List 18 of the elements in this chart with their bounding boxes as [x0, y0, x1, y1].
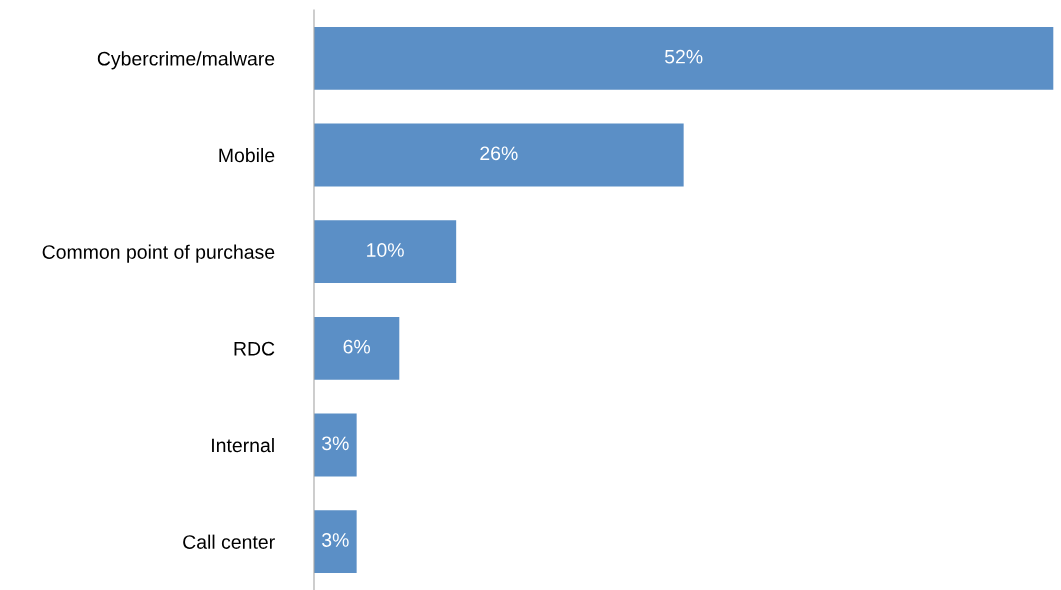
y-tick-label: Cybercrime/malware [97, 51, 275, 70]
data-label: 3% [322, 533, 349, 547]
bar [314, 316, 400, 380]
data-label: 10% [367, 243, 404, 257]
y-tick-label: RDC [234, 341, 275, 356]
y-tick-label: Mobile [219, 147, 275, 163]
y-tick-label: Call center [183, 534, 275, 549]
bar [314, 220, 457, 284]
y-tick-label: Common point of purchase [42, 244, 275, 263]
bar [314, 510, 357, 574]
data-label: 3% [322, 436, 349, 451]
y-tick-label: Internal [212, 437, 274, 453]
bar [314, 26, 1054, 90]
data-label: 26% [480, 146, 518, 161]
bar [314, 123, 684, 187]
data-label: 6% [343, 339, 371, 354]
bar [314, 413, 357, 477]
data-label: 52% [664, 49, 703, 64]
